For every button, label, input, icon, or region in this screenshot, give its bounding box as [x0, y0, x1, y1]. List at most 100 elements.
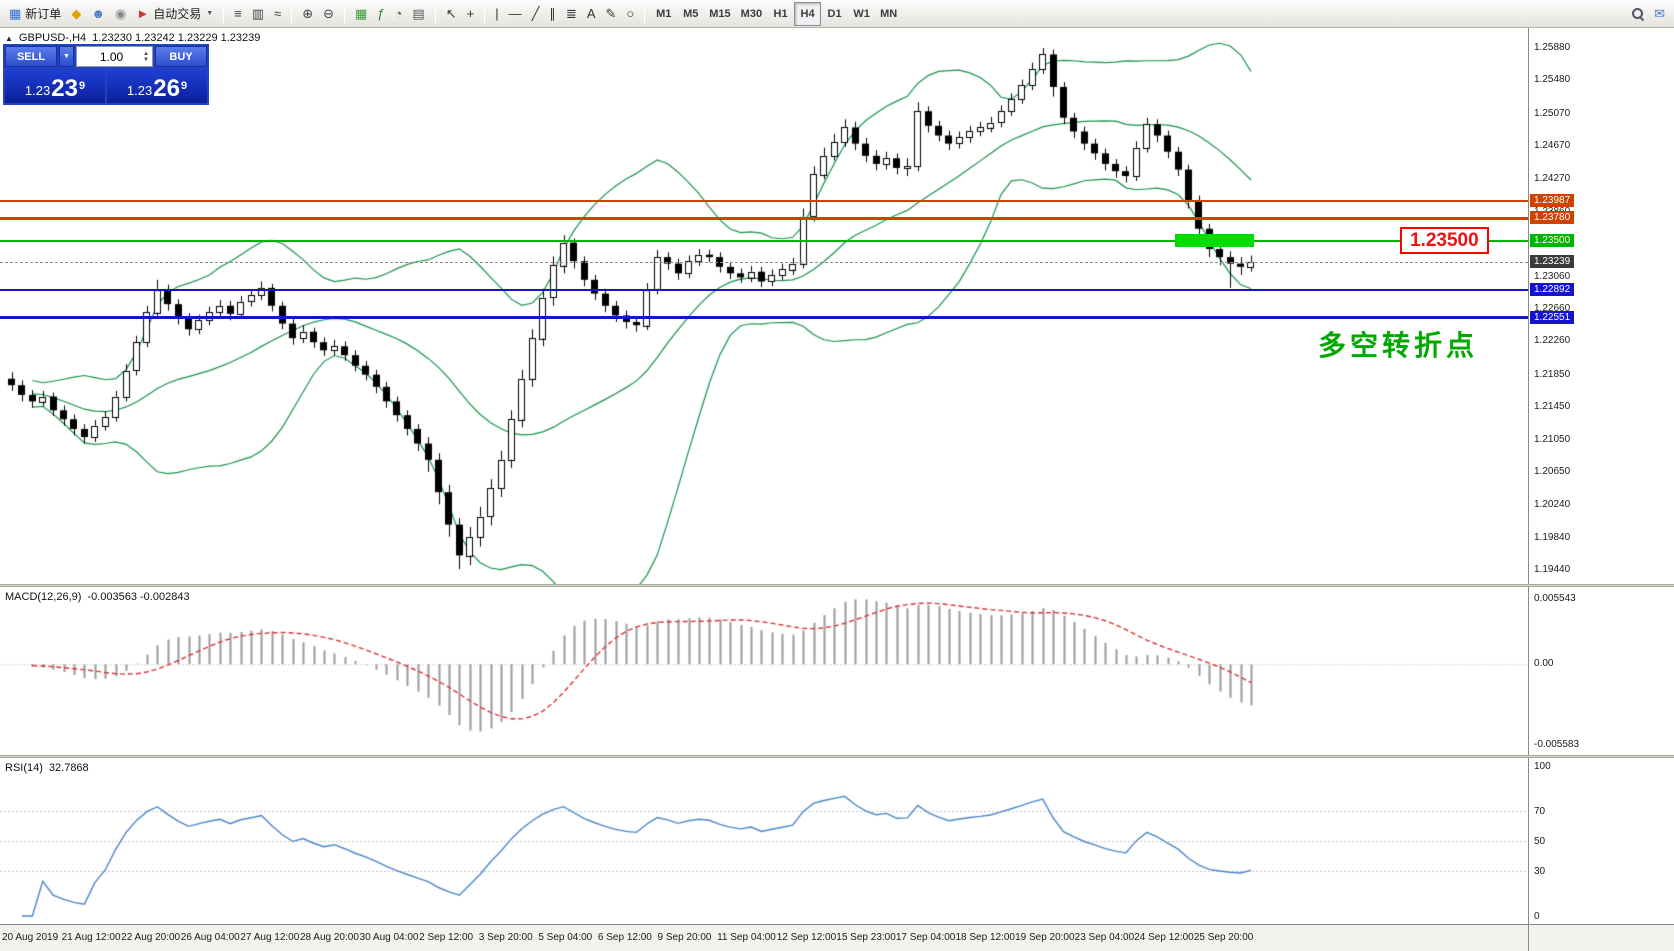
- autotrade-button[interactable]: ► 自动交易 ▼: [131, 2, 218, 26]
- message-icon: ✉: [1654, 5, 1665, 21]
- time-axis-label: 27 Aug 12:00: [240, 932, 300, 943]
- toolbar-group: ⊕ ⊖: [297, 2, 339, 26]
- rsi-panel[interactable]: RSI(14) 32.7868: [0, 758, 1528, 924]
- volume-dropdown-button[interactable]: ▼: [59, 46, 74, 67]
- timeframe-m15-button[interactable]: M15: [709, 7, 731, 20]
- one-click-toggle-icon[interactable]: ▲: [5, 33, 13, 43]
- indicators-button[interactable]: ƒ: [372, 2, 389, 26]
- horizontal-line-1.22892[interactable]: [0, 289, 1528, 292]
- macd-canvas[interactable]: [0, 587, 1528, 755]
- toolbar-group: | — ╱ ∥ ≣ A ✎ ○: [490, 2, 639, 26]
- toolbar-separator: [434, 3, 436, 24]
- ohlc-quote-label: 1.23230 1.23242 1.23229 1.23239: [92, 32, 261, 44]
- tile-windows-button[interactable]: ▦: [350, 2, 372, 26]
- panel-splitter[interactable]: [0, 755, 1674, 758]
- channel-button[interactable]: ∥: [544, 2, 561, 26]
- horizontal-line-1.23780[interactable]: [0, 216, 1528, 220]
- message-button[interactable]: ✉: [1649, 2, 1670, 26]
- trendline-icon: ╱: [531, 5, 540, 21]
- macd-panel[interactable]: MACD(12,26,9) -0.003563 -0.002843: [0, 587, 1528, 755]
- profile-button[interactable]: ☻: [86, 2, 110, 26]
- timeframe-h4-button[interactable]: H4: [794, 1, 822, 26]
- panel-splitter[interactable]: [0, 584, 1674, 587]
- timeframe-w1-button[interactable]: W1: [853, 7, 870, 20]
- text-button[interactable]: A: [582, 2, 601, 26]
- price-scale[interactable]: 1.258801.254801.250701.246701.242701.238…: [1528, 28, 1674, 584]
- zoom-out-button[interactable]: ⊖: [318, 2, 339, 26]
- annotation-text-object[interactable]: 多空转折点: [1318, 330, 1479, 362]
- arrow-tools-button[interactable]: ✎: [601, 2, 622, 26]
- line-chart-button[interactable]: ≈: [269, 2, 286, 26]
- price-chart-area[interactable]: ▲ GBPUSD-,H4 1.23230 1.23242 1.23229 1.2…: [0, 28, 1528, 584]
- rsi-scale-tick: 70: [1534, 806, 1546, 817]
- horizontal-line-1.22551[interactable]: [0, 316, 1528, 320]
- trendline-button[interactable]: ╱: [527, 2, 545, 26]
- price-tick: 1.19440: [1534, 564, 1571, 575]
- timeframe-mn-button[interactable]: MN: [880, 7, 898, 20]
- buy-price-button[interactable]: 1.23 26 9: [107, 69, 207, 103]
- price-tick: 1.21850: [1534, 368, 1571, 380]
- time-axis[interactable]: 20 Aug 2019 21 Aug 12:00 22 Aug 20:00 26 Au…: [0, 925, 1528, 951]
- horizontal-line-1.23500[interactable]: [0, 239, 1528, 242]
- volume-spinner[interactable]: ▲ ▼: [143, 51, 149, 63]
- timeframe-h1-button[interactable]: H1: [773, 7, 788, 20]
- rsi-scale-tick: 50: [1534, 836, 1546, 847]
- timeframe-d1-button[interactable]: D1: [827, 7, 842, 20]
- zoom-in-button[interactable]: ⊕: [297, 2, 318, 26]
- sell-price-pips: 23: [51, 75, 78, 102]
- timeframe-m5-button[interactable]: M5: [683, 7, 699, 20]
- arrow-tools-icon: ✎: [605, 5, 617, 21]
- charts-icon: ◆: [71, 5, 82, 21]
- rsi-scale[interactable]: 100 70 50 30 0: [1528, 758, 1674, 924]
- bar-chart-button[interactable]: ≡: [229, 2, 247, 26]
- cursor-button[interactable]: ↖: [441, 2, 462, 26]
- highlight-rectangle-object[interactable]: [1174, 234, 1255, 248]
- price-tick: 1.21450: [1534, 401, 1571, 413]
- horizontal-line-button[interactable]: —: [504, 2, 527, 26]
- horizontal-line-1.23987[interactable]: [0, 200, 1528, 203]
- periods-icon: ◔: [394, 5, 403, 21]
- price-callout-label[interactable]: 1.23500: [1400, 226, 1489, 254]
- buy-button[interactable]: BUY: [155, 46, 207, 67]
- volume-down-icon[interactable]: ▼: [143, 56, 149, 63]
- rsi-canvas[interactable]: [0, 758, 1528, 924]
- charts-button[interactable]: ◆: [66, 2, 86, 26]
- time-axis-label: 2 Sep 12:00: [419, 932, 474, 943]
- time-axis-label: 26 Aug 04:00: [180, 932, 240, 943]
- text-icon: A: [586, 5, 596, 21]
- toolbar: ▦ 新订单 ◆ ☻ ◉ ► 自动交易 ▼ ≡ ▥ ≈ ⊕ ⊖ ▦ ƒ ◔ ▤ ↖ + | — ╱ ∥ ≣ A ✎ ○ M1 M5 M15 M…: [0, 0, 1674, 28]
- sell-button[interactable]: SELL: [5, 46, 57, 67]
- search-button[interactable]: [1626, 2, 1649, 26]
- time-axis-label: 19 Sep 20:00: [1015, 932, 1075, 943]
- fibonacci-button[interactable]: ≣: [561, 2, 582, 26]
- price-chart-canvas[interactable]: [0, 28, 1528, 584]
- time-axis-label: 15 Sep 23:00: [836, 932, 896, 943]
- candlestick-chart-button[interactable]: ▥: [247, 2, 269, 26]
- zoom-in-icon: ⊕: [302, 5, 314, 21]
- time-axis-label: 30 Aug 04:00: [359, 932, 419, 943]
- volume-up-icon[interactable]: ▲: [143, 50, 149, 57]
- shapes-button[interactable]: ○: [621, 2, 639, 26]
- crosshair-button[interactable]: +: [462, 2, 480, 26]
- sell-price-button[interactable]: 1.23 23 9: [5, 69, 105, 103]
- alerts-button[interactable]: ◉: [110, 2, 131, 26]
- vertical-line-button[interactable]: |: [490, 2, 503, 26]
- periods-button[interactable]: ◔: [390, 2, 408, 26]
- timeframe-m1-button[interactable]: M1: [656, 7, 672, 20]
- macd-panel-row: MACD(12,26,9) -0.003563 -0.002843 0.0055…: [0, 587, 1674, 755]
- price-chart-row: ▲ GBPUSD-,H4 1.23230 1.23242 1.23229 1.2…: [0, 28, 1674, 584]
- autotrade-icon: ►: [136, 5, 150, 21]
- time-axis-label: 6 Sep 12:00: [597, 932, 652, 943]
- templates-button[interactable]: ▤: [407, 2, 429, 26]
- profile-icon: ☻: [91, 5, 105, 21]
- volume-input[interactable]: [80, 49, 144, 64]
- volume-field[interactable]: ▲ ▼: [76, 46, 153, 67]
- time-axis-label: 20 Aug 2019: [2, 932, 59, 943]
- new-order-button[interactable]: ▦ 新订单: [4, 2, 66, 26]
- toolbar-separator: [344, 3, 346, 24]
- timeframe-m30-button[interactable]: M30: [740, 7, 763, 20]
- macd-scale[interactable]: 0.005543 0.00 -0.005583: [1528, 587, 1674, 755]
- new-order-icon: ▦: [9, 5, 22, 21]
- cursor-icon: ↖: [445, 5, 457, 21]
